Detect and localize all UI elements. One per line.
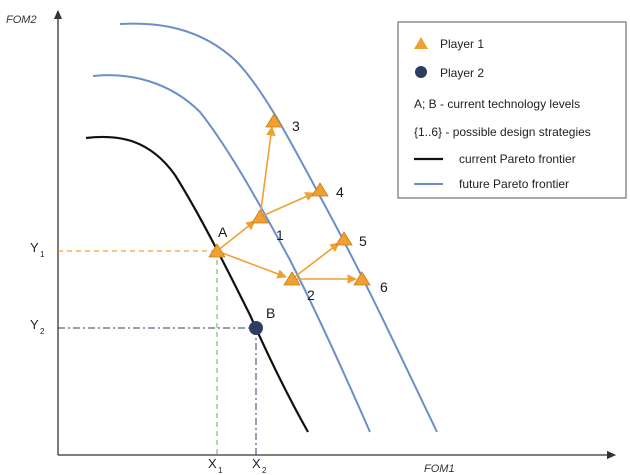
arrow-2-to-5 bbox=[291, 242, 340, 280]
svg-text:X: X bbox=[208, 456, 217, 471]
point-b-circle bbox=[249, 321, 263, 335]
svg-text:2: 2 bbox=[262, 466, 267, 475]
legend-player1-label: Player 1 bbox=[440, 37, 484, 51]
svg-text:1: 1 bbox=[218, 466, 223, 475]
point-a-triangle bbox=[208, 243, 226, 258]
point-label-6: 6 bbox=[380, 279, 388, 295]
future-pareto-frontier-outer bbox=[119, 22, 438, 433]
svg-text:Y: Y bbox=[30, 317, 39, 332]
legend-player1-triangle bbox=[414, 37, 428, 49]
future-pareto-frontier-inner bbox=[92, 74, 371, 433]
arrow-1-to-3 bbox=[259, 126, 276, 218]
point-label-3: 3 bbox=[292, 118, 300, 134]
legend-future-frontier-label: future Pareto frontier bbox=[459, 177, 569, 191]
svg-text:X: X bbox=[252, 456, 261, 471]
legend-box bbox=[397, 21, 627, 199]
svg-text:Y: Y bbox=[30, 240, 39, 255]
point-3-triangle bbox=[265, 113, 283, 128]
svg-text:2: 2 bbox=[40, 327, 45, 336]
point-4-triangle bbox=[311, 182, 329, 197]
point-2-triangle bbox=[283, 271, 301, 286]
y1-tick-label: Y 1 bbox=[30, 240, 45, 259]
y-axis-title: FOM2 bbox=[6, 14, 37, 26]
current-pareto-frontier bbox=[85, 135, 309, 433]
legend: Player 1 Player 2 A; B - current technol… bbox=[397, 21, 627, 199]
point-5-triangle bbox=[335, 231, 353, 246]
arrow-a-to-1 bbox=[216, 220, 256, 252]
y2-tick-label: Y 2 bbox=[30, 317, 45, 336]
point-6-triangle bbox=[353, 271, 371, 286]
point-1-triangle bbox=[251, 209, 269, 224]
legend-player2-label: Player 2 bbox=[440, 66, 484, 80]
legend-ab-note: A; B - current technology levels bbox=[414, 97, 580, 111]
x1-tick-label: X 1 bbox=[208, 456, 223, 475]
point-label-4: 4 bbox=[336, 184, 344, 200]
point-label-a: A bbox=[218, 224, 228, 240]
legend-player2-circle bbox=[415, 66, 427, 78]
arrow-1-to-4 bbox=[259, 192, 315, 218]
point-label-b: B bbox=[266, 305, 275, 321]
x-axis-title: FOM1 bbox=[424, 463, 455, 475]
point-label-5: 5 bbox=[359, 233, 367, 249]
point-label-2: 2 bbox=[307, 287, 315, 303]
legend-strategies-note: {1..6} - possible design strategies bbox=[414, 125, 591, 139]
point-label-1: 1 bbox=[276, 227, 284, 243]
arrow-a-to-2 bbox=[216, 250, 287, 279]
legend-current-frontier-label: current Pareto frontier bbox=[459, 152, 576, 166]
x2-tick-label: X 2 bbox=[252, 456, 267, 475]
svg-text:1: 1 bbox=[40, 250, 45, 259]
